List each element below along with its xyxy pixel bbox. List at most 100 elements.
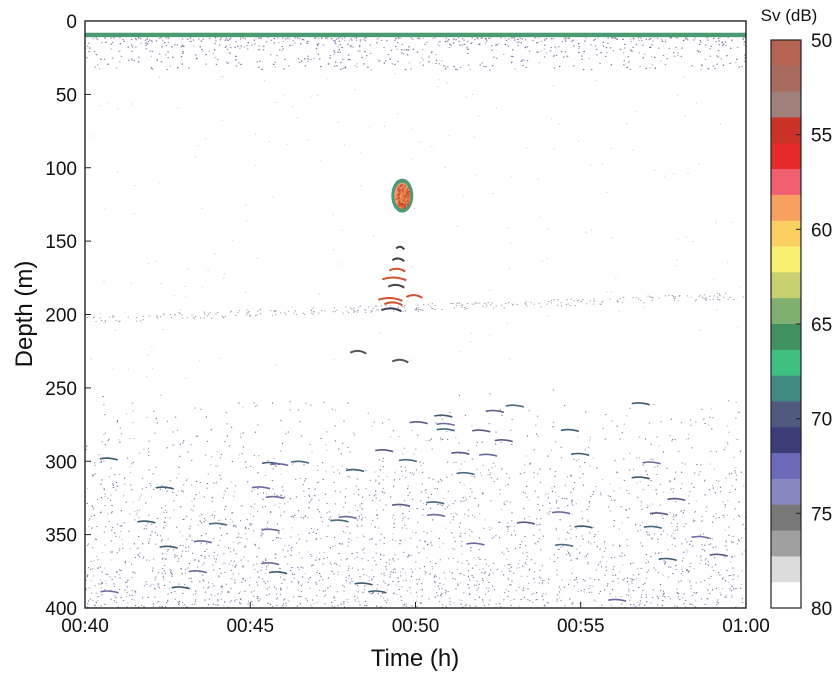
deep-speck xyxy=(164,584,166,586)
deep-speck xyxy=(469,529,471,531)
noise-speck xyxy=(495,107,497,109)
deep-speck xyxy=(646,531,648,533)
deep-speck xyxy=(463,592,465,594)
deep-speck xyxy=(331,408,333,410)
y-tick-label: 300 xyxy=(45,452,77,473)
layer-speck xyxy=(104,321,106,323)
noise-speck xyxy=(215,40,217,42)
deep-speck xyxy=(648,569,650,571)
deep-speck xyxy=(182,601,184,603)
deep-speck xyxy=(204,557,206,559)
deep-speck xyxy=(407,488,409,490)
deep-speck xyxy=(372,500,374,502)
noise-speck xyxy=(366,55,368,57)
noise-speck xyxy=(379,332,381,334)
deep-speck xyxy=(328,511,331,513)
target-speck xyxy=(403,205,406,208)
noise-speck xyxy=(578,43,580,45)
layer-speck xyxy=(345,306,347,308)
layer-speck xyxy=(249,314,251,316)
noise-speck xyxy=(377,37,380,39)
layer-speck xyxy=(491,302,493,304)
deep-speck xyxy=(738,501,741,503)
deep-speck xyxy=(249,523,252,525)
fish-trace xyxy=(99,457,118,461)
deep-speck xyxy=(494,443,497,445)
deep-speck xyxy=(575,579,577,581)
noise-speck xyxy=(367,66,369,68)
deep-speck xyxy=(585,555,587,557)
deep-speck xyxy=(526,558,528,560)
deep-speck xyxy=(219,519,221,521)
deep-speck xyxy=(727,444,729,446)
deep-speck xyxy=(219,568,221,570)
deep-speck xyxy=(446,506,448,508)
deep-speck xyxy=(111,504,113,506)
deep-speck xyxy=(237,543,239,545)
deep-speck xyxy=(486,587,488,589)
deep-speck xyxy=(302,567,304,569)
noise-speck xyxy=(595,48,598,51)
deep-speck xyxy=(378,475,380,477)
deep-speck xyxy=(412,498,414,500)
deep-speck xyxy=(731,596,733,598)
deep-speck xyxy=(482,568,484,570)
deep-speck xyxy=(300,596,302,598)
deep-speck xyxy=(153,488,155,490)
deep-speck xyxy=(135,514,137,516)
deep-speck xyxy=(652,503,654,505)
noise-speck xyxy=(402,53,405,55)
deep-speck xyxy=(695,592,697,594)
noise-speck xyxy=(181,44,183,46)
deep-speck xyxy=(506,548,508,550)
deep-speck xyxy=(712,487,714,489)
deep-speck xyxy=(728,534,730,536)
colorbar-swatch xyxy=(771,427,801,454)
noise-speck xyxy=(455,39,457,41)
noise-speck xyxy=(119,37,121,39)
deep-speck xyxy=(640,594,643,596)
layer-speck xyxy=(548,301,550,302)
deep-speck xyxy=(247,560,249,562)
deep-speck xyxy=(238,402,240,404)
deep-speck xyxy=(311,605,313,607)
deep-speck xyxy=(459,573,461,575)
deep-speck xyxy=(579,552,581,554)
target-speck xyxy=(397,188,400,191)
deep-speck xyxy=(405,605,407,607)
target-speck xyxy=(406,191,408,194)
deep-speck xyxy=(460,463,462,465)
deep-speck xyxy=(334,597,336,599)
noise-speck xyxy=(408,297,410,299)
noise-speck xyxy=(160,61,163,63)
deep-speck xyxy=(402,453,404,455)
noise-speck xyxy=(438,79,440,81)
deep-speck xyxy=(638,573,640,575)
noise-speck xyxy=(376,42,378,44)
noise-speck xyxy=(453,38,455,40)
deep-speck xyxy=(275,553,277,555)
deep-speck xyxy=(125,596,127,598)
noise-speck xyxy=(256,61,259,63)
deep-speck xyxy=(735,417,737,419)
noise-speck xyxy=(571,40,574,42)
deep-speck xyxy=(208,582,210,584)
deep-speck xyxy=(148,451,150,453)
noise-speck xyxy=(114,330,116,331)
deep-speck xyxy=(668,566,670,568)
noise-speck xyxy=(483,65,485,68)
noise-speck xyxy=(536,51,538,53)
deep-speck xyxy=(170,570,172,572)
noise-speck xyxy=(410,68,412,70)
deep-speck xyxy=(253,455,255,457)
deep-speck xyxy=(101,571,103,573)
deep-speck xyxy=(570,474,572,476)
deep-speck xyxy=(94,585,96,587)
colorbar-swatch xyxy=(771,556,801,583)
deep-speck xyxy=(672,514,675,516)
deep-speck xyxy=(462,497,464,499)
deep-speck xyxy=(645,470,647,472)
deep-speck xyxy=(130,548,132,550)
deep-speck xyxy=(148,541,150,543)
deep-speck xyxy=(156,534,158,536)
